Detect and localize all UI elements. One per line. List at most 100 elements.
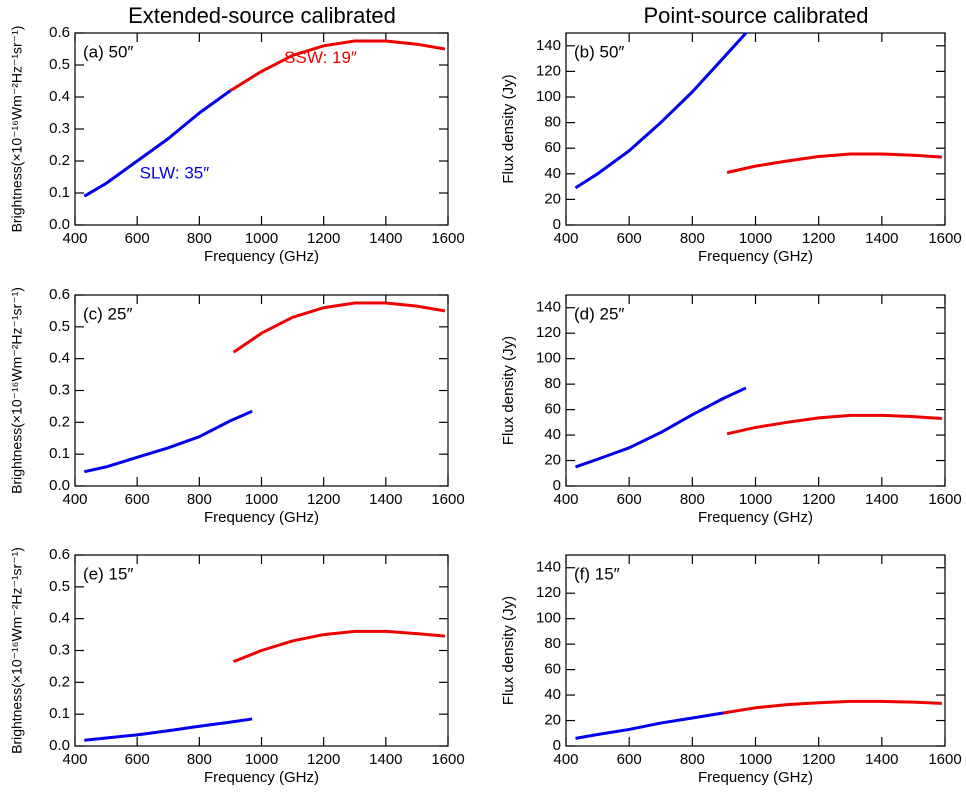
y-tick-label: 0.3 (49, 120, 70, 137)
y-tick-label: 100 (536, 88, 561, 105)
y-tick-label: 0.5 (49, 578, 70, 595)
x-tick-label: 1600 (928, 491, 961, 508)
data-line (574, 31, 748, 190)
y-tick-label: 40 (544, 426, 561, 443)
panel-label: (c) 25″ (83, 304, 132, 323)
x-tick-label: 1200 (802, 491, 835, 508)
panel-label: (d) 25″ (574, 304, 624, 323)
data-line (84, 717, 253, 742)
column-heading: Point-source calibrated (643, 3, 868, 28)
data-line (574, 386, 747, 469)
y-tick-label: 20 (544, 712, 561, 729)
x-tick-label: 400 (553, 491, 578, 508)
x-tick-label: 800 (680, 751, 705, 768)
x-tick-label: 600 (617, 491, 642, 508)
y-tick-label: 100 (536, 350, 561, 367)
panel: 400 600 800 1000 1200 1400 1600 0.0 0.1 0.2 0.3 0.4… (9, 546, 465, 786)
y-tick-label: 100 (536, 610, 561, 627)
x-tick-label: 1400 (369, 491, 402, 508)
panel: 400 600 800 1000 1200 1400 1600 0 20 40 60 80 100 120… (500, 554, 962, 786)
x-axis-label: Frequency (GHz) (204, 769, 319, 786)
y-tick-label: 0.5 (49, 318, 70, 335)
y-tick-label: 0.5 (49, 56, 70, 73)
x-tick-label: 1000 (739, 751, 772, 768)
x-tick-label: 1000 (245, 491, 278, 508)
plot-frame (565, 554, 946, 747)
x-tick-label: 400 (553, 230, 578, 247)
x-tick-label: 1600 (928, 230, 961, 247)
y-tick-label: 80 (544, 375, 561, 392)
y-axis-label: Brightness(×10⁻¹⁶Wm⁻²Hz⁻¹sr⁻¹) (9, 287, 25, 494)
x-axis-label: Frequency (GHz) (698, 509, 813, 526)
column-heading: Extended-source calibrated (128, 3, 396, 28)
y-axis-label: Brightness(×10⁻¹⁶Wm⁻²Hz⁻¹sr⁻¹) (9, 26, 25, 233)
x-axis-label: Frequency (GHz) (204, 248, 319, 265)
x-tick-label: 600 (125, 491, 150, 508)
y-axis-label: Brightness(×10⁻¹⁶Wm⁻²Hz⁻¹sr⁻¹) (9, 547, 25, 754)
x-axis-label: Frequency (GHz) (698, 769, 813, 786)
y-tick-label: 20 (544, 452, 561, 469)
annotation: SLW: 35″ (140, 163, 210, 182)
data-line (84, 409, 253, 474)
x-tick-label: 1400 (865, 491, 898, 508)
y-tick-label: 0 (553, 216, 561, 233)
y-tick-label: 140 (536, 299, 561, 316)
x-tick-label: 1000 (739, 230, 772, 247)
x-tick-label: 1600 (928, 751, 961, 768)
y-tick-label: 0.0 (49, 216, 70, 233)
data-line (726, 152, 942, 174)
y-tick-label: 120 (536, 324, 561, 341)
panel-label: (e) 15″ (83, 564, 133, 583)
y-tick-label: 60 (544, 401, 561, 418)
y-tick-label: 80 (544, 635, 561, 652)
x-tick-label: 400 (62, 230, 87, 247)
x-tick-label: 600 (125, 751, 150, 768)
x-tick-label: 1600 (431, 230, 464, 247)
x-tick-label: 400 (62, 491, 87, 508)
y-tick-label: 0.1 (49, 445, 70, 462)
y-tick-label: 0.2 (49, 673, 70, 690)
y-tick-label: 60 (544, 139, 561, 156)
y-tick-label: 80 (544, 114, 561, 131)
y-tick-label: 120 (536, 584, 561, 601)
x-axis-label: Frequency (GHz) (698, 248, 813, 265)
annotation: SSW: 19″ (284, 48, 357, 67)
plot-frame (565, 294, 946, 487)
y-tick-label: 0.1 (49, 705, 70, 722)
y-tick-label: 0.2 (49, 152, 70, 169)
y-tick-label: 20 (544, 190, 561, 207)
x-tick-label: 1200 (802, 751, 835, 768)
x-tick-label: 600 (125, 230, 150, 247)
y-tick-label: 140 (536, 37, 561, 54)
x-tick-label: 1400 (865, 230, 898, 247)
x-tick-label: 600 (617, 751, 642, 768)
plot-frame (565, 32, 946, 226)
x-tick-label: 600 (617, 230, 642, 247)
panel-label: (f) 15″ (574, 564, 620, 583)
x-tick-label: 1000 (245, 751, 278, 768)
y-tick-label: 0 (553, 477, 561, 494)
y-axis-label: Flux density (Jy) (500, 74, 517, 183)
y-tick-label: 0.3 (49, 381, 70, 398)
x-tick-label: 1200 (802, 230, 835, 247)
x-tick-label: 1200 (307, 491, 340, 508)
y-axis-label: Flux density (Jy) (500, 336, 517, 445)
y-tick-label: 120 (536, 62, 561, 79)
x-tick-label: 800 (187, 230, 212, 247)
x-tick-label: 1400 (369, 230, 402, 247)
x-tick-label: 800 (680, 230, 705, 247)
data-line (575, 711, 725, 740)
x-tick-label: 1000 (245, 230, 278, 247)
x-tick-label: 800 (187, 491, 212, 508)
x-tick-label: 400 (553, 751, 578, 768)
x-tick-label: 1400 (369, 751, 402, 768)
panel: 400 600 800 1000 1200 1400 1600 0 20 40 60 80 100 120… (500, 31, 962, 265)
x-tick-label: 400 (62, 751, 87, 768)
y-tick-label: 0.6 (49, 286, 70, 303)
y-tick-label: 0.4 (49, 350, 70, 367)
panel-label: (b) 50″ (574, 42, 624, 61)
y-tick-label: 60 (544, 661, 561, 678)
x-tick-label: 1600 (431, 491, 464, 508)
plot-frame (74, 294, 449, 487)
